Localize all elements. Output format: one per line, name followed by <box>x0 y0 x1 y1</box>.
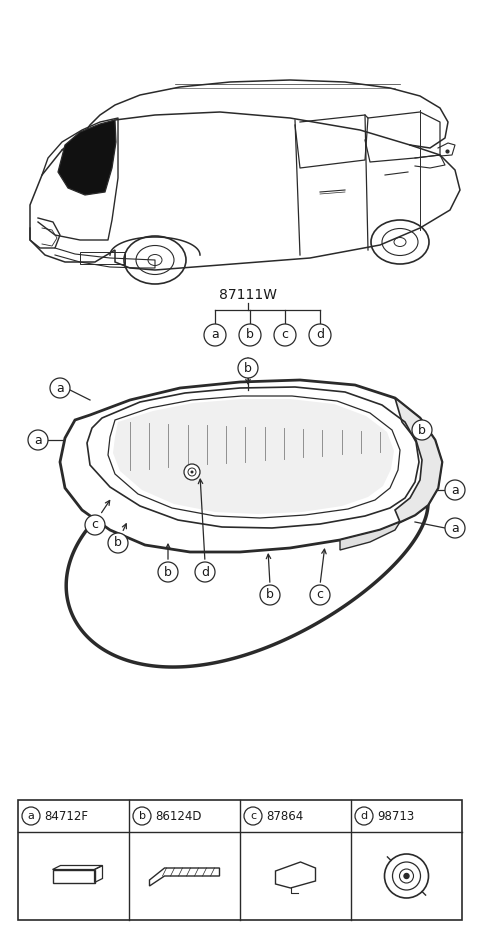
Circle shape <box>309 324 331 346</box>
Text: 87864: 87864 <box>266 810 303 823</box>
Text: b: b <box>266 589 274 602</box>
Polygon shape <box>395 398 442 522</box>
Circle shape <box>239 324 261 346</box>
Polygon shape <box>58 120 116 195</box>
Circle shape <box>244 807 262 825</box>
Circle shape <box>28 430 48 450</box>
Polygon shape <box>340 522 400 550</box>
Text: c: c <box>316 589 324 602</box>
Text: b: b <box>139 811 145 821</box>
Circle shape <box>412 420 432 440</box>
Circle shape <box>133 807 151 825</box>
Text: 84712F: 84712F <box>44 810 88 823</box>
Circle shape <box>204 324 226 346</box>
Circle shape <box>85 515 105 535</box>
Text: a: a <box>451 522 459 535</box>
Text: a: a <box>451 483 459 496</box>
Circle shape <box>310 585 330 605</box>
Text: c: c <box>281 328 288 341</box>
Text: c: c <box>92 519 98 532</box>
Circle shape <box>195 562 215 582</box>
Circle shape <box>260 585 280 605</box>
Text: 98713: 98713 <box>377 810 414 823</box>
Text: 86124D: 86124D <box>155 810 202 823</box>
Text: b: b <box>246 328 254 341</box>
Circle shape <box>445 518 465 538</box>
Text: b: b <box>114 536 122 550</box>
Text: a: a <box>34 434 42 447</box>
Text: d: d <box>316 328 324 341</box>
Text: b: b <box>244 361 252 374</box>
Circle shape <box>274 324 296 346</box>
Text: a: a <box>27 811 35 821</box>
Circle shape <box>50 378 70 398</box>
Text: a: a <box>211 328 219 341</box>
Text: d: d <box>360 811 368 821</box>
Circle shape <box>191 470 193 474</box>
Text: d: d <box>201 565 209 578</box>
Circle shape <box>404 873 409 879</box>
Text: b: b <box>418 424 426 437</box>
Circle shape <box>238 358 258 378</box>
Polygon shape <box>60 380 442 552</box>
Circle shape <box>158 562 178 582</box>
Circle shape <box>22 807 40 825</box>
Text: c: c <box>250 811 256 821</box>
Circle shape <box>184 464 200 480</box>
Polygon shape <box>113 399 394 514</box>
Circle shape <box>355 807 373 825</box>
Text: b: b <box>164 565 172 578</box>
Circle shape <box>445 480 465 500</box>
Text: 87111W: 87111W <box>219 288 277 302</box>
Text: a: a <box>56 382 64 395</box>
Circle shape <box>108 533 128 553</box>
